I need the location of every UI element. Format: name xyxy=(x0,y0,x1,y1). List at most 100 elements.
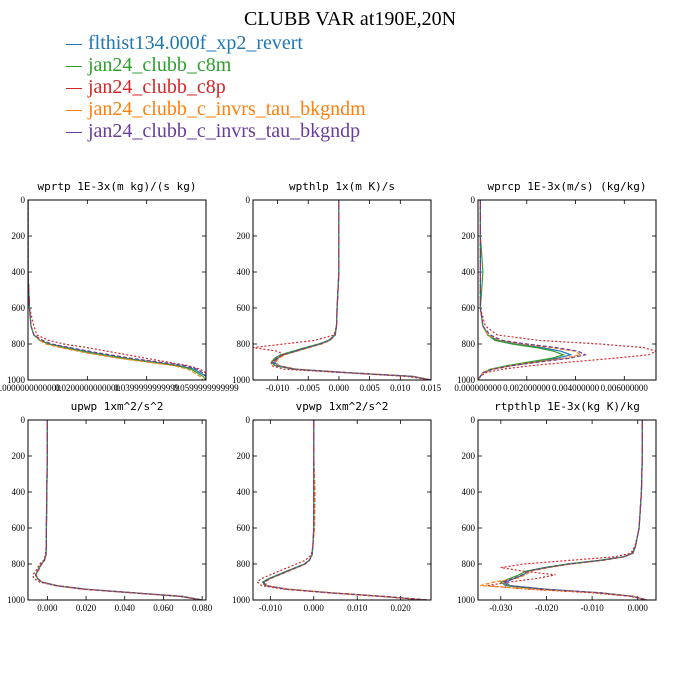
y-tick-label: 0 xyxy=(246,195,251,205)
y-tick-label: 800 xyxy=(12,559,26,569)
y-tick-label: 1000 xyxy=(7,595,26,605)
legend-label: jan24_clubb_c8p xyxy=(88,76,226,98)
legend-swatch xyxy=(66,109,82,111)
plot-frame xyxy=(252,199,432,381)
panel-title: vpwp 1xm^2/s^2 xyxy=(296,400,389,413)
plot-frame xyxy=(252,419,432,601)
series-line xyxy=(28,200,206,380)
series-line xyxy=(504,420,648,600)
y-tick-label: 600 xyxy=(237,303,251,313)
y-tick-label: 400 xyxy=(462,267,476,277)
x-tick-label: -0.005 xyxy=(297,383,321,393)
legend-item: jan24_clubb_c8m xyxy=(66,54,366,76)
panel-title: upwp 1xm^2/s^2 xyxy=(71,400,164,413)
y-tick-label: 0 xyxy=(471,415,476,425)
y-tick-label: 200 xyxy=(237,231,251,241)
series-line xyxy=(487,420,648,600)
legend-label: jan24_clubb_c8m xyxy=(88,54,232,76)
y-tick-label: 0 xyxy=(246,415,251,425)
plot-frame xyxy=(27,419,207,601)
x-tick-label: 0.0399999999999 xyxy=(114,383,180,393)
panel-title: wprtp 1E-3x(m kg)/(s kg) xyxy=(38,180,197,193)
legend-swatch xyxy=(66,43,82,45)
x-tick-label: 0.015 xyxy=(421,383,442,393)
legend-item: flthist134.000f_xp2_revert xyxy=(66,32,366,54)
y-tick-label: 1000 xyxy=(232,595,251,605)
x-tick-label: 0.000 xyxy=(628,603,649,613)
x-tick-label: 0.0599999999999 xyxy=(173,383,239,393)
y-tick-label: 0 xyxy=(21,195,26,205)
y-tick-label: 200 xyxy=(462,451,476,461)
y-tick-label: 600 xyxy=(462,303,476,313)
series-line xyxy=(501,420,648,600)
plot-frame xyxy=(477,199,657,381)
legend-swatch xyxy=(66,131,82,133)
y-tick-label: 200 xyxy=(237,451,251,461)
figure-title: CLUBB VAR at190E,20N xyxy=(243,8,457,30)
x-tick-label: 0.020 xyxy=(390,603,411,613)
y-tick-label: 200 xyxy=(12,231,26,241)
y-tick-label: 1000 xyxy=(457,375,476,385)
y-tick-label: 800 xyxy=(462,339,476,349)
plot-frame xyxy=(477,419,657,601)
x-tick-label: -0.010 xyxy=(259,603,283,613)
legend-label: flthist134.000f_xp2_revert xyxy=(88,32,303,54)
y-tick-label: 400 xyxy=(237,267,251,277)
plot-frame xyxy=(27,199,207,381)
y-tick-label: 400 xyxy=(462,487,476,497)
legend-swatch xyxy=(66,65,82,67)
y-tick-label: 1000 xyxy=(7,375,26,385)
x-tick-label: -0.020 xyxy=(535,603,559,613)
y-tick-label: 400 xyxy=(12,487,26,497)
legend-item: jan24_clubb_c8p xyxy=(66,76,366,98)
x-tick-label: 0.000000000 xyxy=(454,383,502,393)
y-tick-label: 1000 xyxy=(232,375,251,385)
legend-label: jan24_clubb_c_invrs_tau_bkgndp xyxy=(88,120,361,142)
legend-item: jan24_clubb_c_invrs_tau_bkgndm xyxy=(66,98,366,120)
x-tick-label: 0.000 xyxy=(329,383,350,393)
y-tick-label: 800 xyxy=(237,339,251,349)
y-tick-label: 800 xyxy=(462,559,476,569)
series-line xyxy=(271,200,431,380)
y-tick-label: 600 xyxy=(237,523,251,533)
series-line xyxy=(480,420,648,600)
x-tick-label: 0.010 xyxy=(347,603,368,613)
y-tick-label: 1000 xyxy=(457,595,476,605)
series-line xyxy=(499,420,648,600)
y-tick-label: 400 xyxy=(237,487,251,497)
y-tick-label: 600 xyxy=(12,303,26,313)
x-tick-label: -0.030 xyxy=(489,603,513,613)
y-tick-label: 0 xyxy=(471,195,476,205)
y-tick-label: 200 xyxy=(12,451,26,461)
x-tick-label: 0.002000000 xyxy=(503,383,551,393)
legend: flthist134.000f_xp2_revert jan24_clubb_c… xyxy=(66,32,366,142)
y-tick-label: 0 xyxy=(21,415,26,425)
x-tick-label: 0.000 xyxy=(304,603,325,613)
x-tick-label: 0.020 xyxy=(76,603,97,613)
panel-title: wpthlp 1x(m K)/s xyxy=(289,180,395,193)
x-tick-label: 0.005 xyxy=(359,383,380,393)
y-tick-label: 800 xyxy=(12,339,26,349)
legend-item: jan24_clubb_c_invrs_tau_bkgndp xyxy=(66,120,366,142)
y-tick-label: 600 xyxy=(12,523,26,533)
x-tick-label: 0.040 xyxy=(115,603,136,613)
x-tick-label: 0.060 xyxy=(153,603,174,613)
series-line xyxy=(478,200,588,380)
x-tick-label: 0.000 xyxy=(37,603,58,613)
panel-title: wprcp 1E-3x(m/s) (kg/kg) xyxy=(488,180,647,193)
y-tick-label: 800 xyxy=(237,559,251,569)
x-tick-label: 0.080 xyxy=(192,603,213,613)
x-tick-label: 0.010 xyxy=(390,383,411,393)
series-line xyxy=(264,420,427,600)
series-line xyxy=(34,420,203,600)
x-tick-label: 0.004000000 xyxy=(552,383,600,393)
x-tick-label: -0.010 xyxy=(580,603,604,613)
x-tick-label: 0.006000000 xyxy=(601,383,649,393)
y-tick-label: 200 xyxy=(462,231,476,241)
legend-swatch xyxy=(66,87,82,89)
